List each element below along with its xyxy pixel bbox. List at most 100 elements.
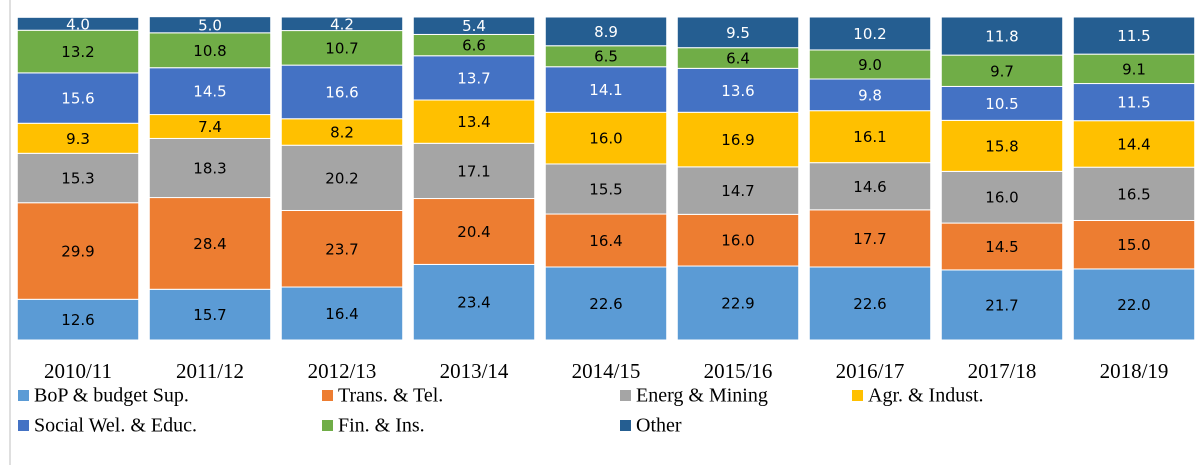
bar-segment — [16, 202, 140, 300]
legend-swatch — [620, 390, 631, 401]
value-label: 14.5 — [193, 83, 226, 101]
value-label: 15.8 — [985, 137, 1018, 155]
legend-label: Social Wel. & Educ. — [34, 415, 197, 437]
value-label: 10.7 — [325, 39, 358, 57]
bar-segment — [676, 213, 800, 267]
value-label: 20.4 — [457, 223, 490, 241]
bar-segment — [808, 266, 932, 341]
value-label: 13.7 — [457, 69, 490, 87]
x-tick-label: 2013/14 — [440, 359, 509, 383]
bar-segment — [412, 16, 536, 35]
bar-segment — [16, 16, 140, 31]
value-label: 14.4 — [1117, 135, 1150, 153]
x-tick-label: 2015/16 — [704, 359, 773, 383]
value-label: 14.5 — [985, 238, 1018, 256]
legend-label: Fin. & Ins. — [338, 415, 425, 437]
bar-segment — [940, 170, 1064, 224]
value-label: 9.5 — [726, 24, 750, 42]
value-label: 9.7 — [990, 62, 1014, 80]
value-label: 16.9 — [721, 131, 754, 149]
bar-segment — [1072, 268, 1196, 341]
value-label: 9.0 — [858, 56, 882, 74]
value-label: 16.4 — [325, 305, 358, 323]
value-label: 4.0 — [66, 15, 90, 33]
x-tick-label: 2017/18 — [968, 359, 1037, 383]
value-label: 15.7 — [193, 306, 226, 324]
value-label: 16.1 — [853, 128, 886, 146]
value-label: 22.9 — [721, 295, 754, 313]
bar-segment — [940, 85, 1064, 121]
bar-segment — [544, 66, 668, 113]
legend-swatch — [322, 420, 333, 431]
bar-segment — [940, 54, 1064, 87]
bar-segment — [1072, 166, 1196, 221]
value-label: 14.7 — [721, 182, 754, 200]
bar-segment — [280, 64, 404, 120]
legend-label: Other — [636, 415, 682, 437]
value-label: 6.6 — [462, 37, 486, 55]
bar-segment — [280, 209, 404, 288]
value-label: 4.2 — [330, 15, 354, 33]
bar-segment — [544, 266, 668, 341]
x-tick-label: 2016/17 — [836, 359, 905, 383]
value-label: 14.6 — [853, 178, 886, 196]
value-label: 20.2 — [325, 169, 358, 187]
value-label: 8.9 — [594, 23, 618, 41]
bar-segment — [148, 67, 272, 116]
value-label: 16.4 — [589, 232, 622, 250]
legend-swatch — [852, 390, 863, 401]
value-label: 11.5 — [1117, 27, 1150, 45]
bar-segment — [412, 263, 536, 341]
value-label: 29.9 — [61, 243, 94, 261]
value-label: 16.5 — [1117, 185, 1150, 203]
legend-label: Trans. & Tel. — [338, 385, 443, 407]
bar-segment — [412, 142, 536, 200]
bar-segment — [808, 78, 932, 112]
bar-segment — [148, 32, 272, 69]
bar-segment — [148, 197, 272, 290]
bar-segment — [148, 16, 272, 34]
bar-segment — [280, 30, 404, 66]
value-label: 7.4 — [198, 118, 222, 136]
legend-label: Energ & Mining — [636, 385, 768, 407]
bar-segment — [676, 16, 800, 49]
legend-swatch — [18, 390, 29, 401]
bar-segment — [16, 122, 140, 154]
value-label: 23.7 — [325, 240, 358, 258]
bar-segment — [940, 269, 1064, 341]
bar-segment — [676, 111, 800, 168]
bar-segment — [808, 49, 932, 80]
value-label: 11.8 — [985, 28, 1018, 46]
value-label: 6.4 — [726, 50, 750, 68]
bar-segment — [544, 16, 668, 47]
value-label: 15.6 — [61, 90, 94, 108]
bar-segment — [1072, 16, 1196, 55]
value-label: 6.5 — [594, 48, 618, 66]
value-label: 16.6 — [325, 83, 358, 101]
value-label: 10.8 — [193, 42, 226, 60]
bar-segment — [148, 137, 272, 199]
value-label: 22.6 — [589, 295, 622, 313]
value-label: 16.0 — [589, 130, 622, 148]
x-tick-label: 2010/11 — [44, 359, 112, 383]
bar-segment — [676, 166, 800, 215]
bar-segment — [808, 16, 932, 51]
bar-segment — [412, 99, 536, 144]
value-label: 16.0 — [985, 189, 1018, 207]
value-label: 13.4 — [457, 113, 490, 131]
legend-swatch — [322, 390, 333, 401]
value-label: 17.1 — [457, 162, 490, 180]
bar-segment — [940, 222, 1064, 271]
bar-segment — [940, 119, 1064, 172]
bar-segment — [544, 163, 668, 215]
legend-swatch — [18, 420, 29, 431]
value-label: 14.1 — [589, 81, 622, 99]
value-label: 9.1 — [1122, 60, 1146, 78]
value-label: 17.7 — [853, 230, 886, 248]
bar-segment — [280, 286, 404, 341]
bar-segment — [16, 298, 140, 341]
value-label: 8.2 — [330, 123, 354, 141]
x-tick-label: 2014/15 — [572, 359, 641, 383]
legend-label: BoP & budget Sup. — [34, 385, 189, 407]
